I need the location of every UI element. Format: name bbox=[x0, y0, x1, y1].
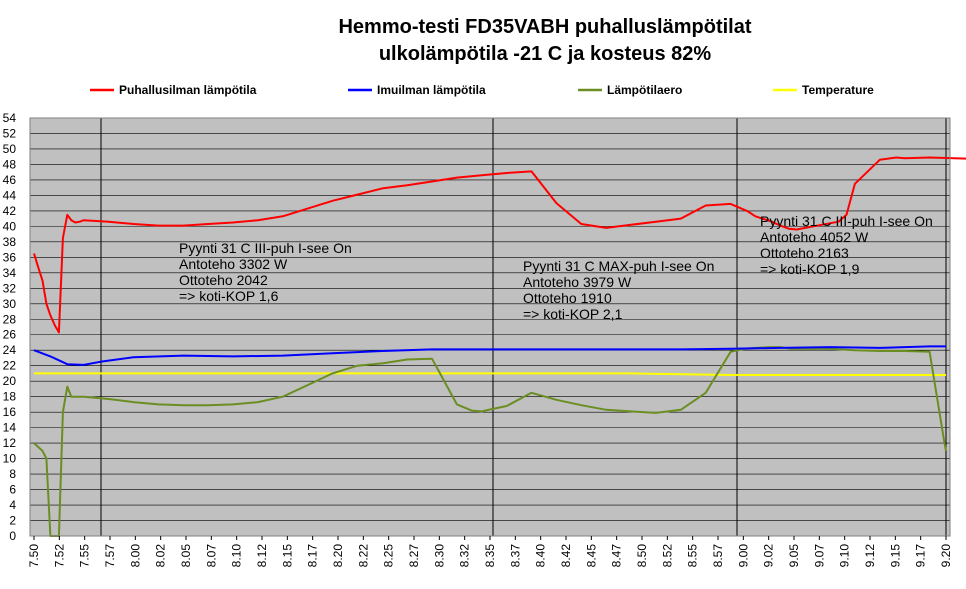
y-tick-label: 8 bbox=[9, 467, 16, 481]
annotation-line: => koti-KOP 1,9 bbox=[760, 261, 860, 277]
x-tick-label: 9.15 bbox=[888, 544, 902, 568]
x-tick-label: 9.10 bbox=[838, 544, 852, 568]
series-line-2 bbox=[33, 345, 946, 366]
x-tick-label: 9.05 bbox=[787, 544, 801, 568]
x-tick-label: 8.47 bbox=[610, 544, 624, 568]
x-tick-label: 8.20 bbox=[331, 544, 345, 568]
y-tick-label: 36 bbox=[3, 250, 17, 264]
y-tick-label: 44 bbox=[3, 188, 17, 202]
annotation-line: Pyynti 31 C III-puh I-see On bbox=[760, 213, 933, 229]
y-tick-label: 40 bbox=[3, 219, 17, 233]
chart-subtitle: ulkolämpötila -21 C ja kosteus 82% bbox=[379, 43, 712, 65]
x-tick-label: 7.52 bbox=[52, 544, 66, 568]
y-tick-label: 42 bbox=[3, 204, 17, 218]
x-tick-label: 8.12 bbox=[255, 544, 269, 568]
y-tick-label: 16 bbox=[3, 405, 17, 419]
y-tick-label: 26 bbox=[3, 328, 17, 342]
series-line-4 bbox=[34, 372, 946, 376]
y-tick-label: 54 bbox=[3, 111, 17, 125]
x-tick-label: 8.52 bbox=[660, 544, 674, 568]
legend-label: Lämpötilaero bbox=[607, 83, 682, 97]
legend: Puhallusilman lämpötila Imuilman lämpötil… bbox=[90, 83, 874, 97]
y-tick-label: 14 bbox=[3, 421, 17, 435]
y-tick-label: 12 bbox=[3, 436, 17, 450]
x-tick-label: 8.42 bbox=[559, 544, 573, 568]
x-tick-label: 8.15 bbox=[280, 544, 294, 568]
annotation-line: Ottoteho 1910 bbox=[523, 290, 612, 306]
x-tick-label: 8.55 bbox=[686, 544, 700, 568]
y-tick-label: 48 bbox=[3, 157, 17, 171]
annotation-line: => koti-KOP 1,6 bbox=[179, 288, 279, 304]
x-tick-label: 8.35 bbox=[483, 544, 497, 568]
x-tick-label: 8.40 bbox=[534, 544, 548, 568]
x-tick-label: 8.27 bbox=[407, 544, 421, 568]
legend-label: Temperature bbox=[802, 83, 874, 97]
x-tick-label: 7.55 bbox=[78, 544, 92, 568]
x-tick-label: 8.32 bbox=[458, 544, 472, 568]
x-tick-label: 8.57 bbox=[711, 544, 725, 568]
y-tick-label: 0 bbox=[9, 529, 16, 543]
annotation-line: Ottoteho 2042 bbox=[179, 272, 268, 288]
y-tick-label: 4 bbox=[9, 498, 16, 512]
x-tick-label: 9.17 bbox=[914, 544, 928, 568]
x-tick-label: 8.00 bbox=[128, 544, 142, 568]
x-tick-label: 8.37 bbox=[508, 544, 522, 568]
y-tick-label: 10 bbox=[3, 452, 17, 466]
annotation-line: Antoteho 3979 W bbox=[523, 274, 632, 290]
x-tick-label: 9.12 bbox=[863, 544, 877, 568]
y-tick-label: 24 bbox=[3, 343, 17, 357]
y-tick-label: 34 bbox=[3, 266, 17, 280]
y-tick-label: 2 bbox=[9, 514, 16, 528]
x-tick-label: 9.00 bbox=[736, 544, 750, 568]
chart-title: Hemmo-testi FD35VABH puhalluslämpötilat bbox=[338, 16, 751, 38]
annotation-line: => koti-KOP 2,1 bbox=[523, 306, 623, 322]
phase-dividers bbox=[100, 118, 947, 536]
x-axis: 7.50 7.52 7.55 7.57 8.00 8.02 8.05 8.07 8.10 8.12… bbox=[27, 536, 953, 567]
annotation-line: Pyynti 31 C MAX-puh I-see On bbox=[523, 258, 714, 274]
y-tick-label: 20 bbox=[3, 374, 17, 388]
grid bbox=[30, 117, 950, 537]
y-tick-label: 22 bbox=[3, 359, 17, 373]
x-tick-label: 8.10 bbox=[230, 544, 244, 568]
y-tick-label: 18 bbox=[3, 390, 17, 404]
x-tick-label: 8.30 bbox=[432, 544, 446, 568]
y-tick-label: 52 bbox=[3, 126, 17, 140]
legend-label: Imuilman lämpötila bbox=[377, 83, 486, 97]
y-tick-label: 30 bbox=[3, 297, 17, 311]
y-tick-label: 38 bbox=[3, 235, 17, 249]
legend-label: Puhallusilman lämpötila bbox=[119, 83, 257, 97]
x-tick-label: 8.07 bbox=[204, 544, 218, 568]
x-tick-label: 9.07 bbox=[812, 544, 826, 568]
annotation-line: Antoteho 4052 W bbox=[760, 229, 869, 245]
y-tick-label: 32 bbox=[3, 281, 17, 295]
x-tick-label: 9.20 bbox=[939, 544, 953, 568]
x-tick-label: 8.50 bbox=[635, 544, 649, 568]
y-tick-label: 46 bbox=[3, 173, 17, 187]
annotation-line: Antoteho 3302 W bbox=[179, 256, 288, 272]
x-tick-label: 8.25 bbox=[382, 544, 396, 568]
x-tick-label: 8.05 bbox=[179, 544, 193, 568]
series-line-1 bbox=[33, 156, 966, 334]
annotation-line: Pyynti 31 C III-puh I-see On bbox=[179, 240, 352, 256]
x-tick-label: 7.50 bbox=[27, 544, 41, 568]
x-tick-label: 8.17 bbox=[306, 544, 320, 568]
x-tick-label: 9.02 bbox=[762, 544, 776, 568]
y-tick-label: 6 bbox=[9, 483, 16, 497]
y-tick-label: 50 bbox=[3, 142, 17, 156]
annotation-line: Ottoteho 2163 bbox=[760, 245, 849, 261]
plot-area bbox=[30, 118, 950, 536]
y-tick-label: 28 bbox=[3, 312, 17, 326]
x-tick-label: 7.57 bbox=[103, 544, 117, 568]
x-tick-label: 8.45 bbox=[584, 544, 598, 568]
x-tick-label: 8.02 bbox=[154, 544, 168, 568]
series-lines bbox=[33, 156, 966, 537]
y-axis: 0246810121416182022242628303234363840424… bbox=[3, 111, 17, 543]
x-tick-label: 8.22 bbox=[356, 544, 370, 568]
